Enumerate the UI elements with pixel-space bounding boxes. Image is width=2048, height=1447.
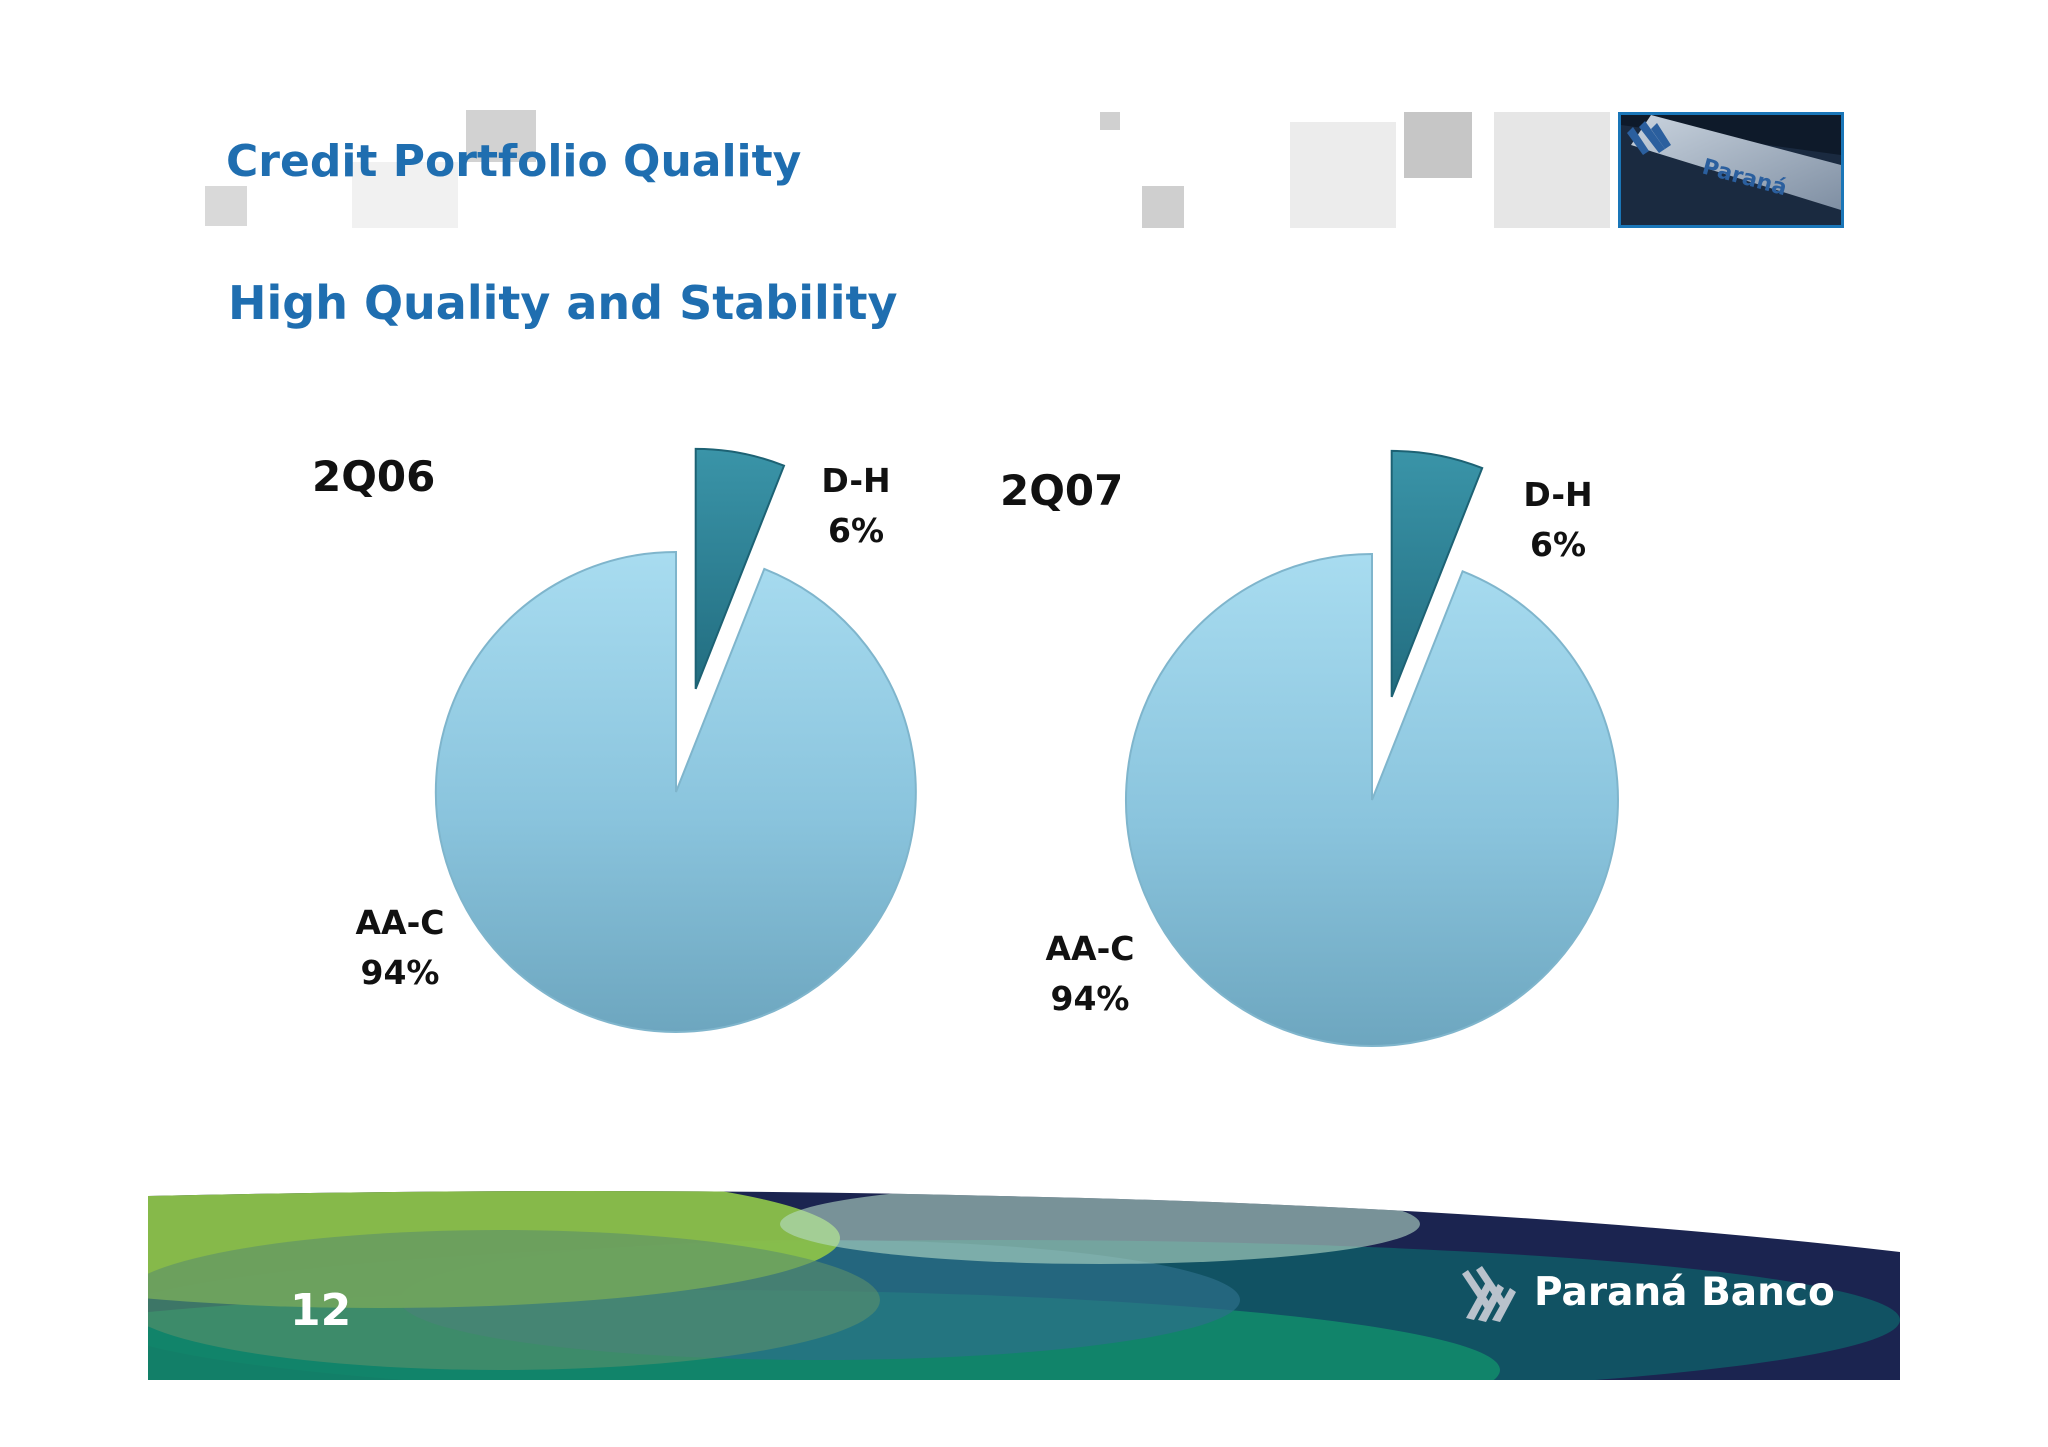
pie-slice-aa-c (434, 550, 917, 1033)
pie-chart-2q07 (1124, 449, 1619, 1047)
pie-slice-d-h (1390, 449, 1484, 698)
pie-slice-aa-c (1124, 552, 1619, 1047)
slice-percent: 94% (360, 953, 440, 992)
parana-banco-logo-icon (1462, 1266, 1516, 1322)
slide-title: Credit Portfolio Quality (226, 136, 802, 187)
pie-chart-2q06 (434, 447, 917, 1033)
header-decoration (205, 110, 1610, 228)
page-number: 12 (290, 1285, 352, 1336)
slice-category: D-H (821, 461, 891, 500)
pie-title-2q07: 2Q07 (1000, 466, 1124, 515)
slice-label-dh-2q06: D-H 6% (786, 456, 926, 556)
pie-slice-d-h (694, 447, 786, 690)
brand-logo: Paraná Banco (1462, 1262, 1835, 1322)
slice-label-dh-2q07: D-H 6% (1488, 470, 1628, 570)
slice-label-aac-2q07: AA-C 94% (1020, 924, 1160, 1024)
slide-subtitle: High Quality and Stability (228, 276, 898, 330)
slice-percent: 6% (827, 511, 885, 550)
slice-category: AA-C (355, 903, 445, 942)
slice-category: D-H (1523, 475, 1593, 514)
building-photo: Paraná (1618, 112, 1844, 228)
slice-percent: 94% (1050, 979, 1130, 1018)
brand-name: Paraná Banco (1534, 1269, 1835, 1315)
slice-category: AA-C (1045, 929, 1135, 968)
pie-title-2q06: 2Q06 (312, 452, 436, 501)
slice-percent: 6% (1529, 525, 1587, 564)
slice-label-aac-2q06: AA-C 94% (330, 898, 470, 998)
